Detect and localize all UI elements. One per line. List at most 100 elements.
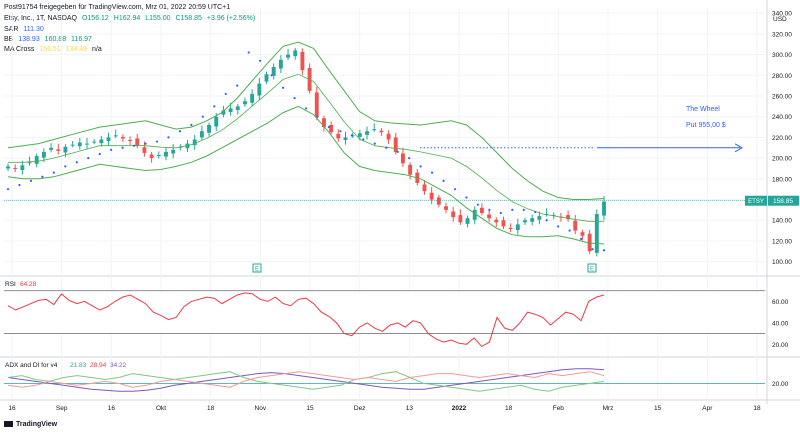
rsi-value: 64.28 [20, 281, 37, 288]
candle-body [27, 162, 32, 164]
time-tick-label: 18 [753, 405, 761, 412]
annotation-layer: The Wheel Put 955,00 $ [686, 106, 726, 129]
change-value: +3.96 (+2.56%) [206, 15, 256, 22]
sar-dot [87, 157, 90, 160]
candle-body [85, 143, 89, 145]
candle-body [235, 106, 240, 110]
ma-label: MA Cross [4, 46, 35, 53]
candle-body [171, 149, 176, 154]
sar-dot [453, 188, 457, 191]
sar-dot [476, 203, 480, 206]
last-price-tag-bg [768, 195, 799, 206]
price-tick-label: 260.00 [772, 94, 792, 101]
candle-body [128, 140, 133, 141]
price-tick-label: 320.00 [772, 31, 792, 38]
sar-dot [6, 188, 10, 191]
bb-basis-line [8, 73, 604, 222]
sar-label: SAR [4, 26, 19, 33]
sar-dot [511, 208, 514, 211]
sar-dot [155, 140, 159, 143]
bb-legend[interactable]: BB 138.93 160.88 116.97 [4, 35, 95, 44]
candle-body [386, 133, 391, 140]
sar-dot [41, 175, 44, 178]
sar-dot [522, 208, 525, 211]
candle-body [207, 124, 212, 133]
time-tick-label: Apr [702, 405, 713, 412]
candle-body [444, 206, 448, 210]
candle-body [135, 138, 140, 146]
time-tick-label: Sep [56, 405, 68, 412]
candle-body [243, 101, 247, 105]
price-tick-label: 200.00 [772, 156, 792, 163]
bb-upper-value: 160.88 [44, 36, 67, 43]
candle-body [451, 211, 456, 218]
candle-body [113, 135, 118, 137]
sar-dot [18, 183, 21, 187]
time-tick-label: 18 [505, 405, 513, 412]
candle-body [365, 131, 369, 135]
time-tick-label: 13 [406, 405, 414, 412]
bb-label: BB [4, 36, 14, 43]
candle-body [472, 209, 477, 220]
candle-body [494, 219, 499, 223]
candle-body [537, 216, 542, 220]
price-tick-label: 280.00 [772, 73, 792, 80]
ma-legend[interactable]: MA Cross 156.51 134.49 n/a [4, 45, 105, 54]
sar-dot [568, 229, 571, 232]
sar-dot [339, 130, 342, 133]
price-tick-label: 100.00 [772, 259, 792, 266]
candle-body [530, 218, 535, 222]
candle-body [343, 137, 348, 140]
candle-body [602, 201, 606, 216]
candle-body [70, 144, 75, 146]
candle-body [594, 214, 599, 253]
candle-body [20, 165, 25, 171]
candle-body [458, 215, 463, 223]
candle-body [286, 54, 290, 58]
candle-body [278, 59, 283, 69]
footer-label: TradingView [16, 421, 58, 428]
tradingview-logo-icon [4, 421, 13, 428]
sar-dot [29, 179, 33, 182]
adx-series-line-1 [7, 371, 605, 392]
candle-body [429, 192, 434, 200]
time-tick-label: 15 [654, 405, 662, 412]
candle-body [214, 116, 219, 127]
sar-dot [178, 130, 182, 133]
candle-body [580, 232, 585, 236]
candle-body [41, 151, 46, 158]
candle-body [120, 136, 125, 139]
sar-dot [465, 196, 468, 199]
sar-dot [430, 171, 434, 174]
time-tick-label: Nov [255, 405, 267, 412]
sar-dot [602, 249, 606, 252]
candle-body [156, 155, 161, 157]
rsi-pane: RSI 64.28 [4, 281, 765, 348]
candle-body [99, 139, 104, 144]
earnings-icon [587, 263, 597, 273]
adx-value-2: 28.94 [90, 362, 107, 369]
candle-body [293, 50, 298, 57]
rsi-tick-label: 40.00 [772, 320, 789, 327]
sar-dot [373, 142, 376, 145]
candle-body [199, 131, 204, 138]
sar-dot [385, 146, 388, 149]
candle-body [487, 214, 492, 219]
currency-label: USD [773, 16, 787, 23]
symbol-legend[interactable]: Etsy, Inc., 1T, NASDAQ O156.12 H162.94 L… [4, 14, 258, 23]
sar-dot [75, 161, 78, 164]
time-tick-label: 18 [207, 405, 215, 412]
sar-dot [98, 152, 101, 156]
sar-legend[interactable]: SAR 111.30 [4, 25, 47, 34]
rsi-label: RSI [5, 281, 16, 288]
candle-body [329, 124, 334, 133]
tradingview-footer[interactable]: TradingView [4, 421, 57, 428]
sar-dot [304, 107, 308, 110]
candle-body [357, 133, 362, 137]
sar-dot [350, 134, 353, 137]
sar-dot [190, 123, 193, 127]
sar-dot [224, 92, 227, 96]
sar-dot [52, 171, 55, 174]
